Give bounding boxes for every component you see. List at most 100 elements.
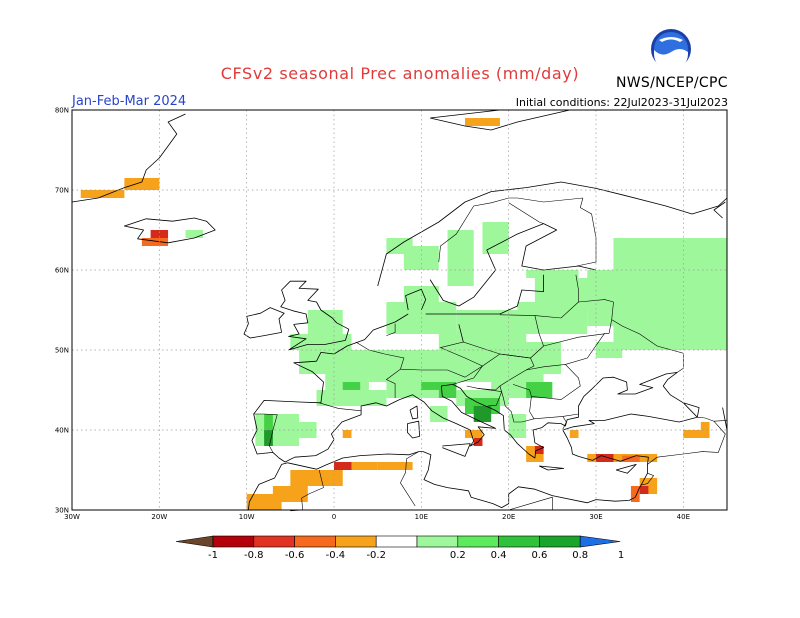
colorbar-segment [335,535,377,548]
graticule [72,110,727,510]
organization-label: NWS/NCEP/CPC [616,75,728,91]
colorbar-label: 0.4 [491,550,507,561]
country-border [355,341,405,398]
anomaly-cell [700,422,710,430]
country-border [543,301,614,347]
colorbar-label: -0.8 [244,550,264,561]
anomaly-cell [80,190,125,198]
country-border [517,197,583,203]
country-border [611,319,684,373]
coastline [243,307,285,339]
coastline-layer [71,109,728,511]
colorbar-segment [253,535,295,548]
country-border [565,333,605,365]
longitude-label: 40E [677,513,690,521]
longitude-label: 0 [332,513,336,521]
anomaly-cell [534,446,544,454]
anomaly-cell [526,382,553,398]
anomaly-cell [150,230,169,238]
coastline [442,443,471,457]
anomaly-cell [334,462,352,470]
colorbar-label: 1 [618,550,624,561]
coastline [71,113,186,203]
coastline [280,280,350,351]
longitude-label: 30E [589,513,602,521]
colorbar-segment [416,535,459,548]
coastline [615,464,637,474]
map-title: CFSv2 seasonal Prec anomalies (mm/day) [220,64,580,83]
coastline [683,402,700,418]
anomaly-cell [447,230,474,286]
colorbar-arrow-left [175,535,214,548]
anomaly-cell [290,334,352,350]
country-border [386,323,396,336]
country-border [512,364,581,400]
latitude-labels: 80N 70N 60N 50N 40N 30N [55,107,69,515]
colorbar-segment [539,535,581,548]
colorbar-segment [375,535,418,548]
colorbar-segment [212,535,255,548]
coastline [409,405,419,420]
anomaly-cell [386,238,413,254]
anomaly-cell [465,118,500,126]
anomaly-cell [307,310,343,334]
country-border [438,197,518,263]
anomaly-cell [622,455,640,462]
country-border [576,197,597,267]
anomaly-cell [569,430,579,438]
latitude-label: 50N [55,347,69,355]
anomaly-cell [596,342,623,358]
anomaly-cell [264,414,273,438]
colorbar-label: -0.2 [366,550,386,561]
initial-conditions-label: Initial conditions: 22Jul2023-31Jul2023 [515,96,728,109]
anomaly-cell [526,270,579,278]
country-border [400,451,419,507]
colorbar: -1 -0.8 -0.6 -0.4 -0.2 0.2 0.4 0.6 0.8 1 [175,535,624,561]
latitude-label: 80N [55,107,69,115]
country-border [319,402,362,412]
anomaly-cell [255,414,300,446]
anomaly-cell [517,342,562,374]
colorbar-segment [294,535,336,548]
latitude-label: 40N [55,427,69,435]
anomaly-cell [482,222,509,254]
colorbar-label: 0.6 [531,550,547,561]
latitude-label: 70N [55,187,69,195]
coastline [425,274,544,315]
latitude-label: 30N [55,507,69,515]
country-border [508,496,553,511]
country-border [452,353,535,391]
coastline [539,465,565,471]
anomaly-cell [587,454,658,462]
anomaly-cell [124,178,160,190]
anomaly-cell [141,238,169,246]
anomaly-cell [403,286,439,302]
country-border [647,416,726,465]
anomaly-cell [639,486,649,494]
anomaly-cell [334,462,378,470]
country-border [253,413,278,453]
anomaly-cell [683,430,710,438]
anomaly-cell [264,430,273,446]
colorbar-label: 0.2 [450,550,466,561]
coastline [248,313,698,511]
anomaly-cell [272,486,308,502]
noaa-logo-icon [651,29,691,70]
country-border [508,202,544,224]
longitude-label: 10W [239,513,255,521]
anomaly-cell [342,430,352,438]
country-border [713,420,728,422]
anomaly-cell [665,342,701,350]
colorbar-label: -1 [208,550,218,561]
anomaly-cell [316,390,387,406]
latitude-label: 60N [55,267,69,275]
season-label: Jan-Feb-Mar 2024 [72,94,187,109]
anomaly-cell [473,406,492,422]
colorbar-segment [457,535,499,548]
colorbar-label: -0.6 [285,550,305,561]
longitude-labels: 30W 20W 10W 0 10E 20E 30E 40E [64,513,690,521]
anomaly-cell [377,462,413,470]
colorbar-segment [498,535,540,548]
